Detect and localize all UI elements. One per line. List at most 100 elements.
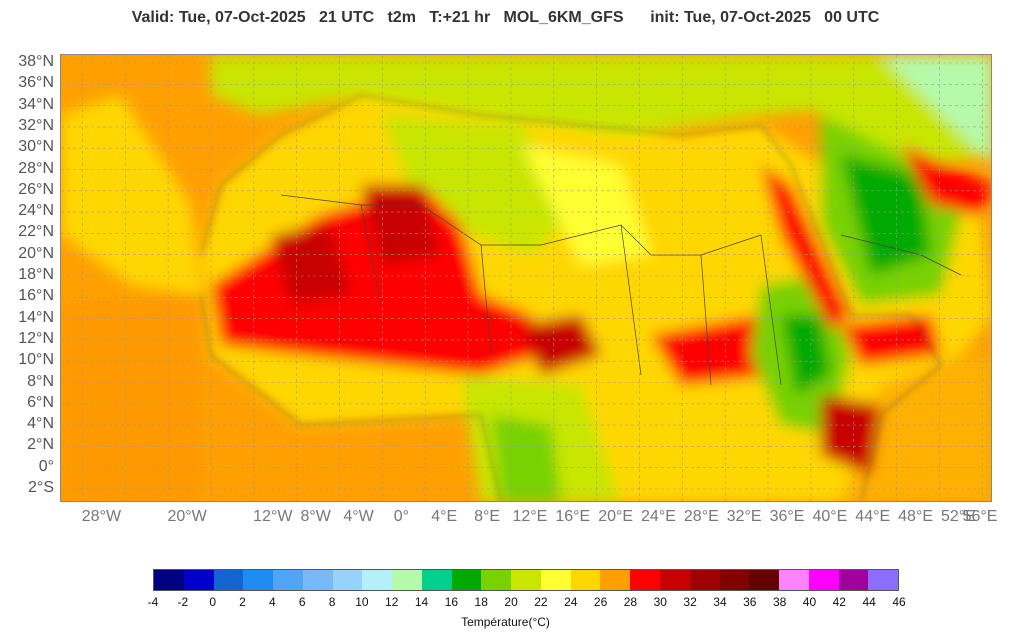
colorbar-swatch [273, 570, 303, 590]
latitude-label: 6°N [27, 393, 54, 411]
latitude-label: 2°S [28, 479, 54, 496]
longitude-label: 36°E [769, 508, 805, 525]
colorbar-swatch [749, 570, 780, 590]
colorbar-tick-label: 14 [414, 595, 429, 609]
longitude-label: 8°E [474, 508, 501, 525]
longitude-label: 32°E [726, 508, 762, 525]
longitude-label: 44°E [855, 508, 891, 525]
colorbar-swatch [362, 570, 393, 590]
latitude-label: 12°N [18, 329, 54, 347]
longitude-label: 40°E [812, 508, 848, 525]
colorbar-swatch [154, 570, 184, 590]
colorbar-tick-label: 18 [474, 595, 488, 609]
temperature-map[interactable] [60, 54, 992, 502]
colorbar-swatch [838, 570, 869, 590]
colorbar-tick-label: 24 [564, 595, 578, 609]
latitude-label: 2°N [27, 436, 54, 454]
colorbar-tick-label: 42 [832, 595, 846, 609]
colorbar-tick-label: 40 [802, 595, 817, 609]
temperature-colorbar [153, 569, 899, 591]
latitude-label: 4°N [27, 415, 54, 433]
graticule [61, 55, 991, 501]
latitude-label: 24°N [18, 202, 54, 220]
longitude-label: 24°E [641, 508, 676, 525]
longitude-label: 48°E [898, 508, 934, 525]
colorbar-swatch [689, 570, 720, 590]
longitude-label: 28°E [683, 508, 719, 525]
colorbar-swatch [481, 570, 512, 590]
longitude-label: 20°W [167, 508, 207, 525]
colorbar-title: Température(°C) [461, 615, 550, 629]
colorbar-swatch [600, 570, 631, 590]
colorbar-swatch [451, 570, 482, 590]
colorbar-tick-label: 22 [534, 595, 548, 609]
latitude-label: 30°N [18, 138, 54, 156]
borders [280, 194, 962, 386]
colorbar-swatch [183, 570, 214, 590]
latitude-label: 22°N [18, 223, 54, 241]
colorbar-swatch [213, 570, 244, 590]
longitude-label: 28°W [81, 508, 122, 525]
map-canvas [61, 55, 991, 501]
colorbar-tick-label: -4 [147, 595, 159, 609]
colorbar-swatch [719, 570, 750, 590]
colorbar-tick-label: 4 [269, 595, 276, 609]
latitude-label: 8°N [27, 372, 54, 390]
colorbar-swatch [808, 570, 839, 590]
longitude-label: 52°E [940, 508, 976, 525]
longitude-label: 16°E [555, 508, 591, 525]
colorbar-tick-label: 30 [653, 595, 667, 609]
latitude-label: 10°N [18, 351, 54, 369]
colorbar-tick-label: 28 [623, 595, 638, 609]
colorbar-tick-label: 32 [683, 595, 697, 609]
latitude-label: 26°N [18, 180, 54, 198]
latitude-label: 0° [38, 457, 54, 475]
colorbar-swatch [392, 570, 422, 590]
latitude-label: 20°N [18, 244, 54, 262]
colorbar-swatch [630, 570, 661, 590]
longitude-label: 56°E [962, 508, 998, 525]
colorbar-tick-label: 38 [772, 595, 787, 609]
colorbar-tick-label: 12 [385, 595, 399, 609]
latitude-label: 14°N [18, 308, 54, 326]
colorbar-swatch [421, 570, 452, 590]
colorbar-swatch [570, 570, 601, 590]
colorbar-swatch [540, 570, 571, 590]
colorbar-tick-label: 2 [239, 595, 246, 609]
colorbar-tick-label: 6 [298, 595, 306, 609]
longitude-label: 8°W [300, 508, 331, 525]
latitude-label: 16°N [18, 287, 54, 305]
colorbar-tick-label: 46 [892, 595, 906, 609]
colorbar-swatch [660, 570, 690, 590]
colorbar-tick-label: 20 [504, 595, 518, 609]
map-title: Valid: Tue, 07-Oct-2025 21 UTC t2m T:+21… [131, 9, 880, 26]
temperature-field [61, 55, 991, 501]
latitude-label: 28°N [18, 159, 54, 177]
longitude-label: 4°E [431, 508, 458, 525]
colorbar-tick-label: 34 [713, 595, 727, 609]
colorbar-tick-label: -2 [177, 595, 189, 609]
colorbar-swatch [243, 570, 274, 590]
colorbar-tick-label: 36 [743, 595, 757, 609]
colorbar-tick-label: 16 [444, 595, 459, 609]
latitude-label: 34°N [18, 95, 54, 113]
colorbar-swatch [868, 570, 899, 590]
longitude-label: 0° [393, 508, 410, 525]
colorbar-swatch [332, 570, 363, 590]
longitude-label: 12°E [512, 508, 548, 525]
colorbar-tick-label: 44 [862, 595, 876, 609]
colorbar-swatch [511, 570, 541, 590]
latitude-label: 38°N [18, 53, 54, 70]
longitude-label: 20°E [598, 508, 634, 525]
latitude-label: 32°N [18, 116, 54, 134]
colorbar-swatch [779, 570, 809, 590]
colorbar-tick-label: 26 [593, 595, 608, 609]
colorbar-tick-label: 0 [209, 595, 217, 609]
longitude-label: 12°W [253, 508, 293, 525]
longitude-label: 4°W [343, 508, 374, 525]
colorbar-swatch [302, 570, 333, 590]
latitude-label: 36°N [18, 74, 54, 92]
latitude-label: 18°N [18, 266, 54, 283]
colorbar-tick-label: 8 [328, 595, 336, 609]
colorbar-tick-label: 10 [355, 595, 369, 609]
